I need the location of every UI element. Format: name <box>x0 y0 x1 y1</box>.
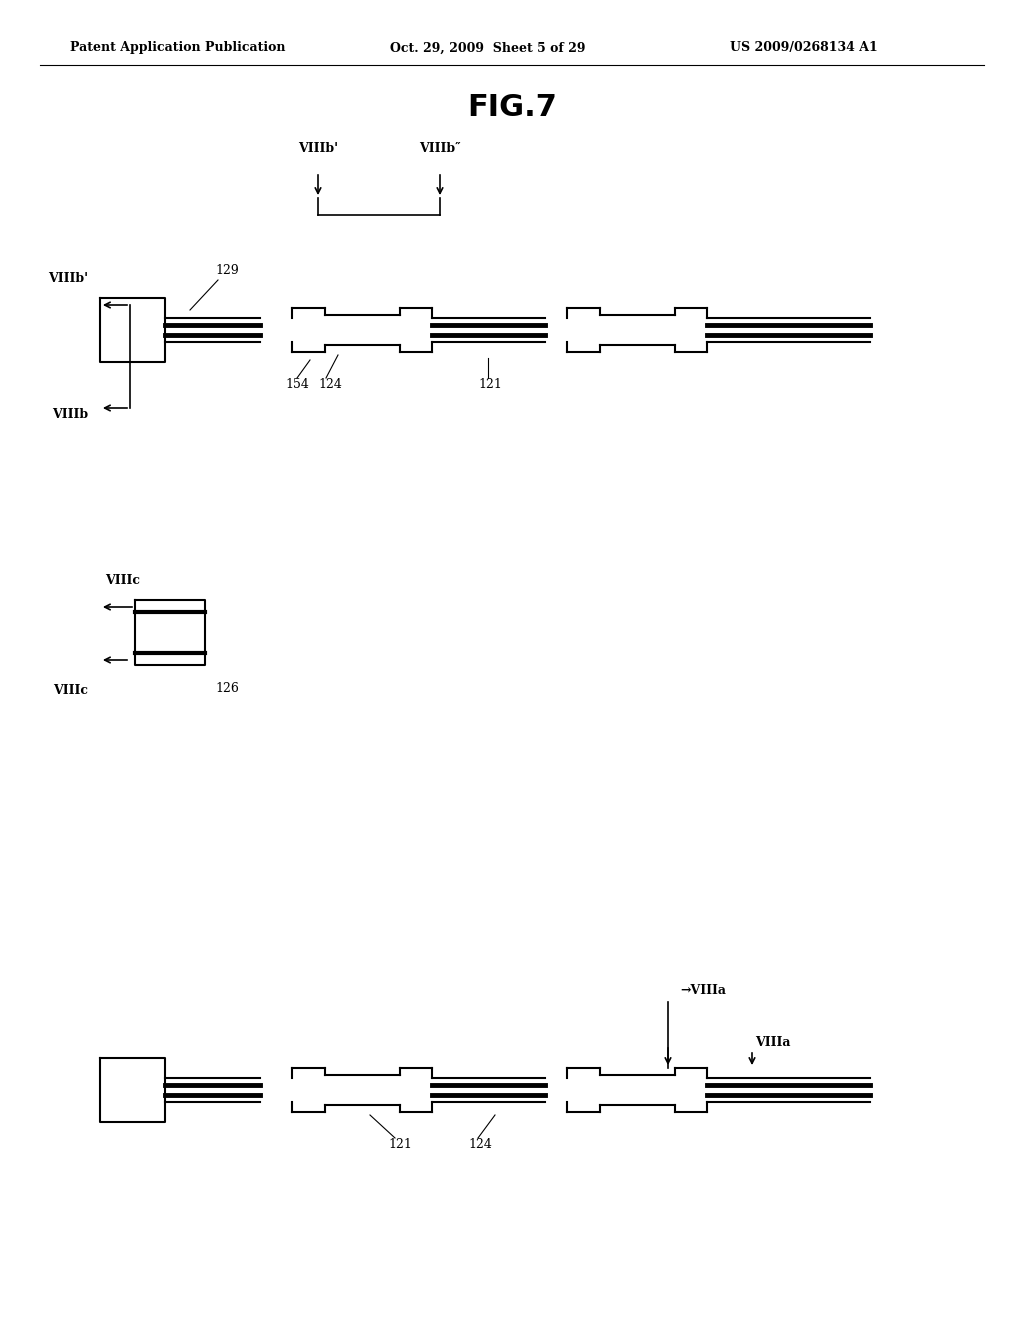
Text: 121: 121 <box>478 379 502 392</box>
Text: VIIIc: VIIIc <box>105 573 140 586</box>
Text: 124: 124 <box>468 1138 492 1151</box>
Text: 124: 124 <box>318 379 342 392</box>
Text: 121: 121 <box>388 1138 412 1151</box>
Text: VIIIb': VIIIb' <box>298 141 338 154</box>
Text: VIIIa: VIIIa <box>755 1036 791 1049</box>
Text: Oct. 29, 2009  Sheet 5 of 29: Oct. 29, 2009 Sheet 5 of 29 <box>390 41 586 54</box>
Text: VIIIb: VIIIb <box>52 408 88 421</box>
Text: VIIIb': VIIIb' <box>48 272 88 285</box>
Text: US 2009/0268134 A1: US 2009/0268134 A1 <box>730 41 878 54</box>
Text: 126: 126 <box>215 681 239 694</box>
Text: Patent Application Publication: Patent Application Publication <box>70 41 286 54</box>
Text: 154: 154 <box>285 379 309 392</box>
Text: VIIIc: VIIIc <box>53 684 88 697</box>
Text: FIG.7: FIG.7 <box>467 94 557 123</box>
Text: 129: 129 <box>215 264 239 276</box>
Text: VIIIb″: VIIIb″ <box>419 141 461 154</box>
Text: →VIIIa: →VIIIa <box>680 983 726 997</box>
